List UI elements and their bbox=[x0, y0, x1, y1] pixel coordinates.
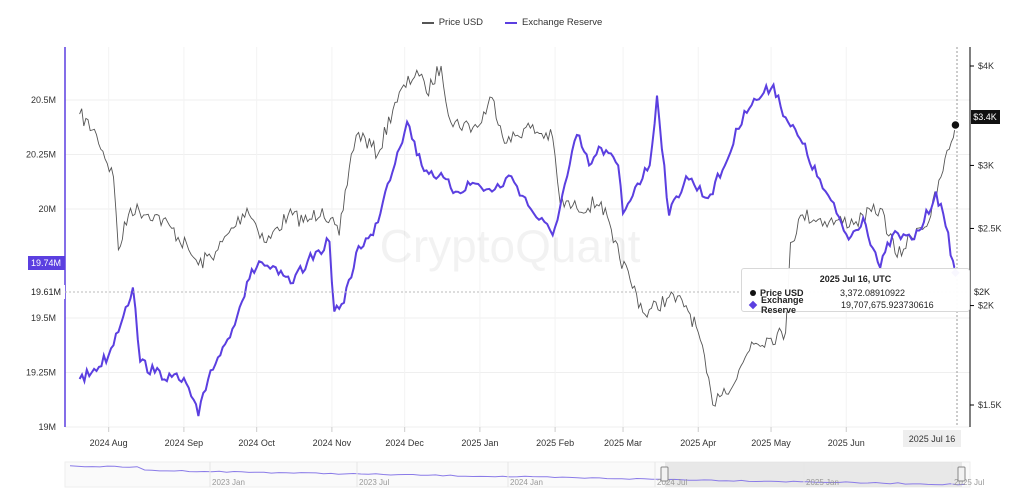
navigator-left-handle[interactable] bbox=[660, 466, 669, 482]
legend-item-price-usd[interactable]: Price USD bbox=[421, 17, 484, 28]
x-tick-label: 2025 Apr bbox=[680, 438, 716, 448]
hover-tooltip: 2025 Jul 16, UTC Price USD 3,372.0891092… bbox=[741, 268, 970, 315]
tooltip-row-price: Price USD 3,372.08910922 bbox=[750, 287, 961, 299]
navigator-label: 2024 Jul bbox=[657, 478, 687, 487]
left-tick-label: 20.5M bbox=[31, 95, 56, 105]
left-crosshair-tag bbox=[28, 285, 65, 299]
legend-label-price: Price USD bbox=[438, 17, 484, 28]
left-tick-label: 19M bbox=[38, 422, 56, 432]
right-axis-ticks: $1.5K $2K $2.5K $3K $4K bbox=[970, 61, 1002, 410]
x-tick-label: 2024 Aug bbox=[90, 438, 128, 448]
legend-label-reserve: Exchange Reserve bbox=[522, 17, 603, 28]
x-tick-label: 2025 Mar bbox=[604, 438, 642, 448]
price-hover-marker bbox=[950, 119, 961, 131]
tooltip-date: 2025 Jul 16, UTC bbox=[819, 274, 892, 284]
x-tick-label: 2025 May bbox=[751, 438, 791, 448]
right-current-tag-text: $3.4K bbox=[973, 112, 997, 122]
right-crosshair-tag-text: $2K bbox=[974, 287, 990, 297]
right-tick-label: $2K bbox=[978, 301, 994, 311]
tooltip-price-label: Price USD bbox=[760, 288, 804, 298]
legend: Price USD Exchange Reserve bbox=[0, 17, 1024, 28]
right-current-tag bbox=[971, 110, 1000, 124]
tooltip-reserve-value: 19,707,675.923730616 bbox=[841, 300, 934, 310]
right-tick-label: $2.5K bbox=[978, 223, 1002, 233]
left-tick-label: 19.25M bbox=[26, 368, 56, 378]
left-tick-label: 20M bbox=[38, 204, 56, 214]
legend-item-exchange-reserve[interactable]: Exchange Reserve bbox=[505, 17, 602, 28]
x-tick-label: 2025 Jan bbox=[461, 438, 498, 448]
navigator-labels: 2023 Jan 2023 Jul 2024 Jan 2024 Jul 2025 Jan… bbox=[209, 462, 984, 487]
gridlines bbox=[65, 47, 970, 428]
x-tick-label: 2024 Nov bbox=[313, 438, 352, 448]
left-current-tag bbox=[28, 256, 65, 270]
navigator-label: 2025 Jan bbox=[806, 478, 839, 487]
x-hover-label-box bbox=[903, 430, 961, 447]
series-exchange-reserve-line bbox=[78, 81, 957, 417]
navigator-label: 2024 Jan bbox=[510, 478, 543, 487]
x-hover-label: 2025 Jul 16 bbox=[909, 434, 956, 444]
left-current-tag-text: 19.74M bbox=[31, 258, 61, 268]
series-price-usd-line bbox=[79, 65, 956, 407]
navigator-right-handle[interactable] bbox=[957, 466, 966, 482]
tooltip-reserve-label: Exchange Reserve bbox=[761, 295, 804, 315]
x-tick-label: 2025 Jun bbox=[828, 438, 865, 448]
x-tick-label: 2024 Sep bbox=[165, 438, 204, 448]
right-tick-label: $3K bbox=[978, 160, 994, 170]
navigator[interactable]: 2023 Jan 2023 Jul 2024 Jan 2024 Jul 2025 Jan… bbox=[64, 461, 984, 488]
right-tick-label: $4K bbox=[978, 61, 994, 71]
tooltip-reserve-diamond-icon bbox=[748, 300, 758, 310]
navigator-label: 2023 Jan bbox=[212, 478, 245, 487]
navigator-label: 2023 Jul bbox=[359, 478, 389, 487]
navigator-series-line bbox=[69, 465, 966, 486]
left-crosshair-tag-text: 19.61M bbox=[31, 287, 61, 297]
left-axis-ticks: 19M 19.25M 19.5M 20M 20.25M 20.5M bbox=[26, 95, 56, 432]
x-axis-ticks: 2024 Aug 2024 Sep 2024 Oct 2024 Nov 2024 Dec… bbox=[90, 427, 865, 448]
navigator-label: 2025 Jul bbox=[954, 478, 984, 487]
tooltip-price-value: 3,372.08910922 bbox=[840, 288, 906, 298]
tooltip-row-reserve: Exchange Reserve 19,707,675.923730616 bbox=[748, 295, 961, 315]
legend-swatch-reserve bbox=[505, 21, 518, 24]
left-tick-label: 19.5M bbox=[31, 313, 56, 323]
right-tick-label: $1.5K bbox=[978, 400, 1002, 410]
legend-swatch-price bbox=[421, 21, 434, 24]
navigator-selected-range[interactable] bbox=[665, 462, 962, 487]
tooltip-price-dot-icon bbox=[750, 290, 756, 296]
left-tick-label: 20.25M bbox=[26, 150, 56, 160]
x-tick-label: 2024 Dec bbox=[385, 438, 424, 448]
x-tick-label: 2025 Feb bbox=[536, 438, 574, 448]
watermark-text: CryptoQuant bbox=[380, 220, 641, 272]
x-tick-label: 2024 Oct bbox=[238, 438, 275, 448]
